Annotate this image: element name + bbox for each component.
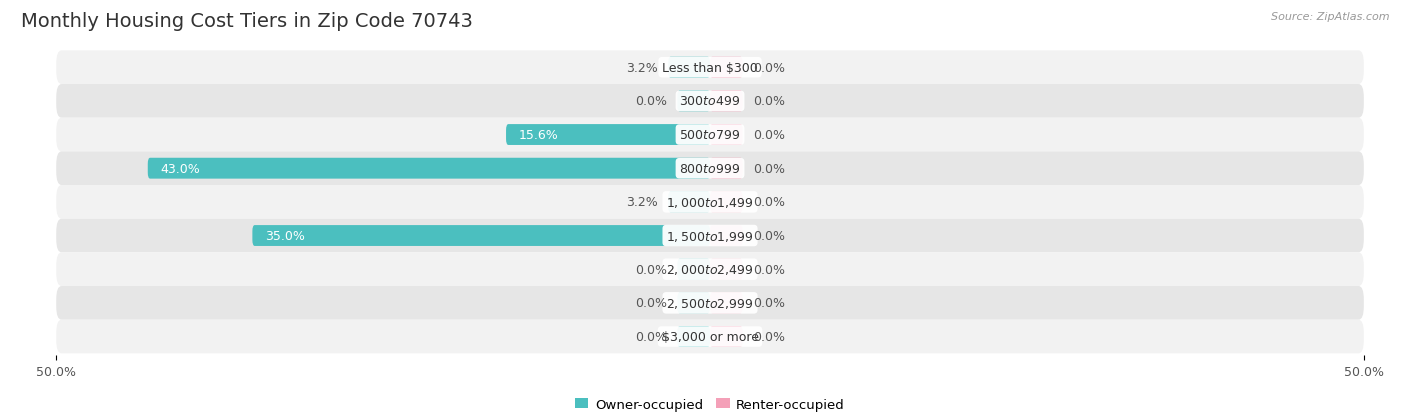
FancyBboxPatch shape [710, 192, 742, 213]
FancyBboxPatch shape [710, 293, 742, 313]
Text: 0.0%: 0.0% [636, 330, 666, 343]
FancyBboxPatch shape [710, 158, 742, 179]
Text: $800 to $999: $800 to $999 [679, 162, 741, 175]
Text: 0.0%: 0.0% [636, 297, 666, 310]
Text: $500 to $799: $500 to $799 [679, 129, 741, 142]
Text: 3.2%: 3.2% [626, 62, 658, 74]
FancyBboxPatch shape [668, 192, 710, 213]
FancyBboxPatch shape [710, 58, 742, 78]
Text: 0.0%: 0.0% [754, 196, 785, 209]
Text: 0.0%: 0.0% [754, 62, 785, 74]
Text: Monthly Housing Cost Tiers in Zip Code 70743: Monthly Housing Cost Tiers in Zip Code 7… [21, 12, 472, 31]
FancyBboxPatch shape [148, 158, 710, 179]
FancyBboxPatch shape [56, 286, 1364, 320]
Text: 0.0%: 0.0% [754, 330, 785, 343]
Legend: Owner-occupied, Renter-occupied: Owner-occupied, Renter-occupied [569, 392, 851, 413]
FancyBboxPatch shape [56, 85, 1364, 119]
FancyBboxPatch shape [710, 259, 742, 280]
Text: 0.0%: 0.0% [636, 95, 666, 108]
FancyBboxPatch shape [56, 320, 1364, 354]
FancyBboxPatch shape [56, 185, 1364, 219]
Text: 0.0%: 0.0% [754, 95, 785, 108]
Text: 3.2%: 3.2% [626, 196, 658, 209]
FancyBboxPatch shape [506, 125, 710, 146]
FancyBboxPatch shape [678, 259, 710, 280]
Text: 0.0%: 0.0% [754, 162, 785, 175]
FancyBboxPatch shape [56, 219, 1364, 253]
Text: $2,000 to $2,499: $2,000 to $2,499 [666, 263, 754, 277]
FancyBboxPatch shape [56, 51, 1364, 85]
Text: $1,500 to $1,999: $1,500 to $1,999 [666, 229, 754, 243]
Text: 0.0%: 0.0% [754, 263, 785, 276]
FancyBboxPatch shape [668, 58, 710, 78]
Text: Source: ZipAtlas.com: Source: ZipAtlas.com [1271, 12, 1389, 22]
FancyBboxPatch shape [710, 125, 742, 146]
Text: 35.0%: 35.0% [266, 230, 305, 242]
Text: 0.0%: 0.0% [754, 297, 785, 310]
Text: $300 to $499: $300 to $499 [679, 95, 741, 108]
FancyBboxPatch shape [56, 253, 1364, 286]
Text: 15.6%: 15.6% [519, 129, 558, 142]
FancyBboxPatch shape [678, 326, 710, 347]
FancyBboxPatch shape [710, 91, 742, 112]
Text: $1,000 to $1,499: $1,000 to $1,499 [666, 195, 754, 209]
FancyBboxPatch shape [56, 119, 1364, 152]
Text: $3,000 or more: $3,000 or more [662, 330, 758, 343]
Text: 0.0%: 0.0% [636, 263, 666, 276]
FancyBboxPatch shape [678, 293, 710, 313]
Text: 43.0%: 43.0% [160, 162, 201, 175]
Text: 0.0%: 0.0% [754, 129, 785, 142]
FancyBboxPatch shape [678, 91, 710, 112]
Text: 0.0%: 0.0% [754, 230, 785, 242]
FancyBboxPatch shape [710, 326, 742, 347]
FancyBboxPatch shape [710, 225, 742, 247]
Text: Less than $300: Less than $300 [662, 62, 758, 74]
FancyBboxPatch shape [253, 225, 710, 247]
Text: $2,500 to $2,999: $2,500 to $2,999 [666, 296, 754, 310]
FancyBboxPatch shape [56, 152, 1364, 185]
